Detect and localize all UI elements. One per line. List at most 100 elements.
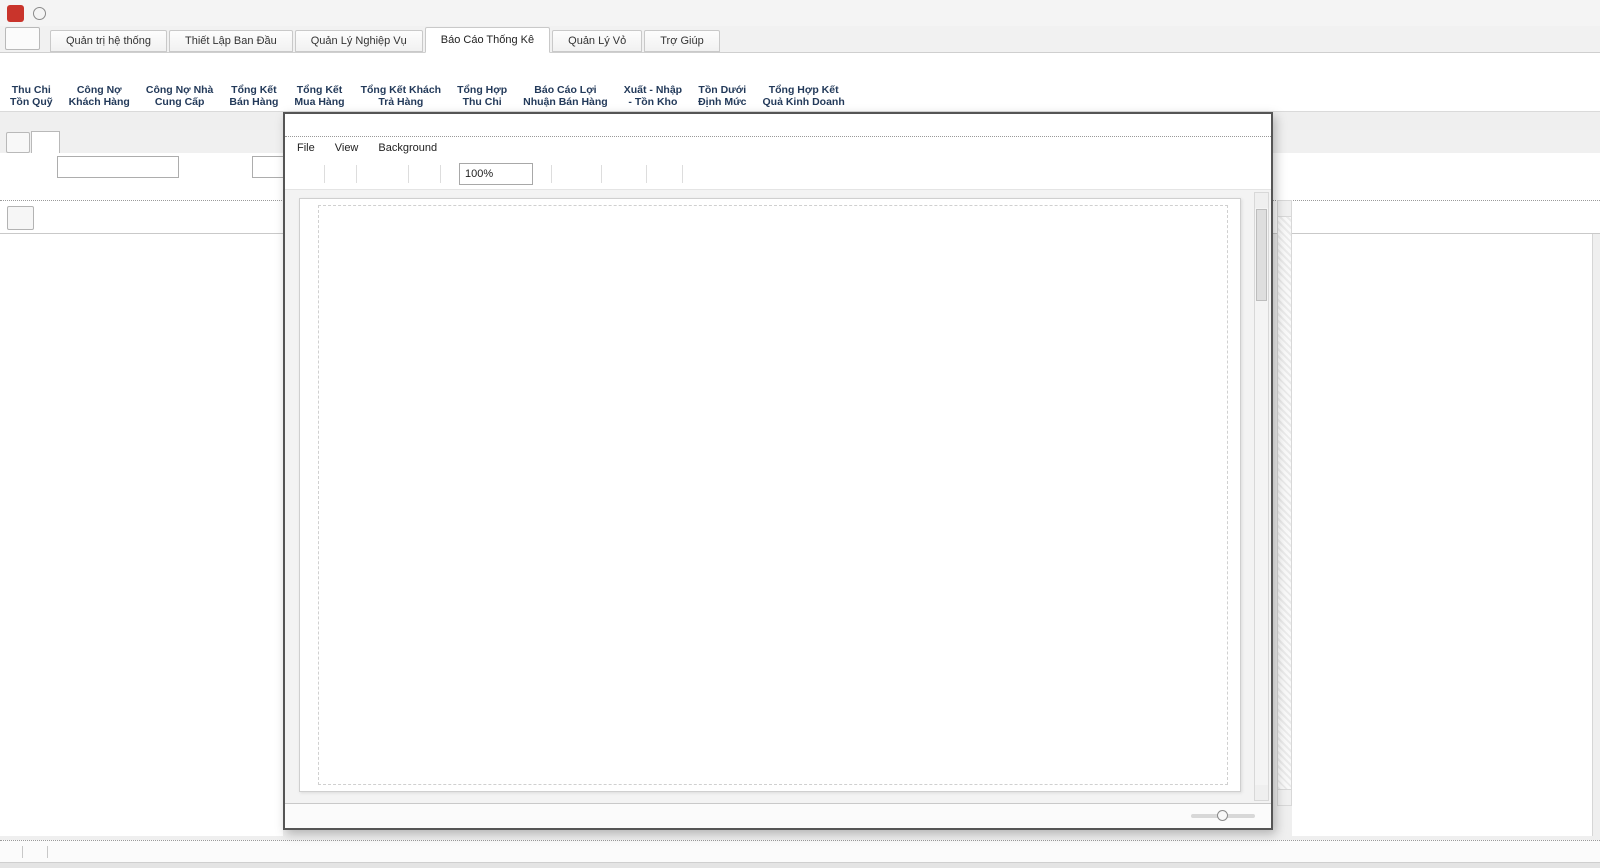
- preview-maximize-button[interactable]: [1222, 117, 1240, 133]
- menu-item-view[interactable]: View: [335, 142, 369, 154]
- toolbar-separator: [682, 165, 683, 183]
- groupby-button[interactable]: [7, 206, 34, 230]
- ribbon-button-label: Khách Hàng: [69, 97, 130, 109]
- ribbon-button[interactable]: Tổng KếtMua Hàng: [286, 56, 352, 108]
- ribbon-button-label: Trả Hàng: [378, 97, 423, 109]
- document-tab[interactable]: [31, 131, 60, 154]
- toolbar-button-zoom-out[interactable]: [450, 163, 454, 185]
- toolbar-separator: [551, 165, 552, 183]
- preview-vscrollbar[interactable]: [1254, 192, 1269, 801]
- toolbar-button-page-color[interactable]: [622, 163, 628, 185]
- toolbar-button-email[interactable]: [667, 163, 673, 185]
- ribbon-tab[interactable]: Quản Lý Vỏ: [552, 30, 642, 52]
- toolbar-button-save[interactable]: [343, 163, 347, 185]
- quick-access-button[interactable]: [33, 7, 48, 20]
- scroll-up-button[interactable]: [1278, 201, 1291, 217]
- toolbar-button-print[interactable]: [366, 163, 370, 185]
- toolbar-button-hand-tool[interactable]: [418, 163, 422, 185]
- restore-button[interactable]: [1540, 4, 1560, 22]
- ribbon-button[interactable]: Tổng HợpThu Chi: [449, 56, 515, 108]
- ribbon-button-label: Thu Chi: [463, 97, 502, 109]
- toolbar-button-next-page[interactable]: [579, 163, 583, 185]
- toolbar-button-zoom-in[interactable]: [538, 163, 542, 185]
- toolbar-button-customize-grid[interactable]: [311, 163, 315, 185]
- toolbar-button-last-page[interactable]: [588, 163, 592, 185]
- preview-close-button[interactable]: [1246, 117, 1264, 133]
- toolbar-button-prev-page[interactable]: [570, 163, 574, 185]
- app-logo: [7, 5, 24, 22]
- toolbar-button-export[interactable]: [656, 163, 662, 185]
- toolbar-button-page-setup[interactable]: [384, 163, 388, 185]
- ribbon-button-label: Cung Cấp: [155, 97, 205, 109]
- preview-titlebar[interactable]: [285, 114, 1271, 137]
- ribbon-button[interactable]: Công NợKhách Hàng: [61, 56, 138, 108]
- ribbon-menu-button[interactable]: [5, 27, 40, 50]
- ribbon-button[interactable]: Tồn DướiĐịnh Mức: [690, 56, 754, 108]
- divider: [47, 846, 48, 858]
- scroll-down-button[interactable]: [1278, 789, 1291, 805]
- toolbar-button-exit[interactable]: [692, 163, 696, 185]
- ribbon-button[interactable]: Tổng KếtBán Hàng: [221, 56, 286, 108]
- fullscreen-button[interactable]: [1480, 4, 1500, 22]
- ribbon-button[interactable]: Tổng Kết KháchTrả Hàng: [353, 56, 450, 108]
- from-date-field[interactable]: [58, 161, 164, 173]
- scroll-track[interactable]: [1278, 217, 1291, 789]
- ribbon-button[interactable]: Xuất - Nhập- Tồn Kho: [616, 56, 690, 108]
- preview-menubar: File View Background: [285, 137, 1271, 159]
- toolbar-button-open[interactable]: [334, 163, 338, 185]
- titlebar: [0, 0, 1600, 27]
- toolbar-separator: [601, 165, 602, 183]
- toolbar-button-caret-down[interactable]: [701, 163, 705, 185]
- menu-item-background[interactable]: Background: [378, 142, 447, 154]
- toolbar-button-search[interactable]: [302, 163, 306, 185]
- scroll-thumb[interactable]: [1256, 209, 1267, 301]
- scroll-down-button[interactable]: [1255, 785, 1268, 800]
- toolbar-separator: [408, 165, 409, 183]
- ribbon-button[interactable]: Công Nợ NhàCung Cấp: [138, 56, 222, 108]
- statusbar: [0, 840, 1600, 862]
- zoom-slider[interactable]: [1191, 814, 1255, 818]
- preview-minimize-button[interactable]: [1198, 117, 1216, 133]
- toolbar-button-multi-page[interactable]: [611, 163, 617, 185]
- toolbar-button-magnifier[interactable]: [427, 163, 431, 185]
- toolbar-button-watermark[interactable]: [633, 163, 637, 185]
- ribbon-button-label: Nhuận Bán Hàng: [523, 97, 608, 109]
- ribbon-button-label: Mua Hàng: [294, 97, 344, 109]
- toolbar-button-print-direct[interactable]: [375, 163, 379, 185]
- footer-strip: [0, 862, 1600, 868]
- ribbon-button[interactable]: Báo Cáo LợiNhuận Bán Hàng: [515, 56, 616, 108]
- toolbar-button-first-page[interactable]: [561, 163, 565, 185]
- zoom-combo[interactable]: 100%: [459, 163, 533, 185]
- ribbon-tab[interactable]: Thiết Lập Ban Đầu: [169, 30, 293, 52]
- preview-toolbar: 100%: [285, 159, 1271, 189]
- ribbon-tab[interactable]: Báo Cáo Thống Kê: [425, 27, 550, 53]
- toolbar-button-thumbnails[interactable]: [293, 163, 297, 185]
- toolbar-separator: [356, 165, 357, 183]
- ribbon-button-label: Xuất - Nhập: [624, 85, 682, 97]
- window-title: [0, 0, 1600, 26]
- grid-vscrollbar[interactable]: [1277, 200, 1292, 806]
- zoom-slider-knob[interactable]: [1217, 810, 1228, 821]
- ribbon-button-label: Báo Cáo Lợi: [534, 85, 596, 97]
- ribbon-button[interactable]: Thu ChiTồn Quỹ: [2, 56, 61, 108]
- minimize-button[interactable]: [1510, 4, 1530, 22]
- ribbon-tab[interactable]: Quản trị hệ thống: [50, 30, 167, 52]
- ribbon-button[interactable]: Tổng Hợp KếtQuả Kinh Doanh: [755, 56, 853, 108]
- scroll-up-button[interactable]: [1255, 193, 1268, 208]
- ribbon-tab[interactable]: Trợ Giúp: [644, 30, 719, 52]
- ribbon-button-label: Công Nợ Nhà: [146, 85, 214, 97]
- toolbar-button-scale[interactable]: [393, 163, 399, 185]
- ribbon-tab[interactable]: Quản Lý Nghiệp Vụ: [295, 30, 423, 52]
- preview-window: File View Background 100%: [283, 112, 1273, 830]
- ribbon-tabstrip: Quản trị hệ thốngThiết Lập Ban ĐầuQuản L…: [0, 26, 1600, 53]
- record-icon: [33, 7, 46, 20]
- zoom-combo-value: 100%: [465, 168, 527, 180]
- close-button[interactable]: [1570, 4, 1590, 22]
- ribbon-tabs: Quản trị hệ thốngThiết Lập Ban ĐầuQuản L…: [50, 27, 722, 52]
- report-title-block: [760, 219, 1160, 227]
- ribbon-button-label: Tổng Kết: [297, 85, 343, 97]
- from-date-input[interactable]: [57, 156, 179, 178]
- close-all-tabs-button[interactable]: [6, 132, 30, 153]
- preview-document-area: [285, 189, 1271, 803]
- menu-item-file[interactable]: File: [297, 142, 325, 154]
